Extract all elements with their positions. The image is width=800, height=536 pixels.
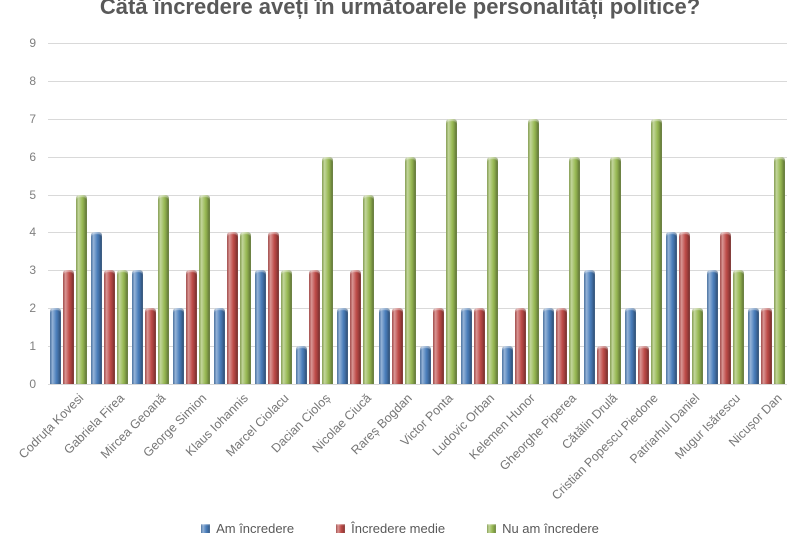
bar-nu-am-încredere-15 bbox=[650, 118, 662, 384]
bar-încredere-medie-14 bbox=[596, 346, 608, 384]
y-axis-tick-6: 6 bbox=[29, 149, 36, 164]
bar-încredere-medie-12 bbox=[514, 308, 526, 384]
legend-item-3: Nu am încredere bbox=[487, 521, 599, 536]
legend-swatch-icon bbox=[336, 524, 346, 533]
chart-title: Câtă încredere aveți în următoarele pers… bbox=[99, 0, 701, 19]
gridline-y6 bbox=[48, 156, 787, 158]
y-axis-tick-4: 4 bbox=[29, 225, 36, 240]
legend-item-1: Am încredere bbox=[201, 521, 294, 536]
legend-item-2: Încredere medie bbox=[336, 521, 445, 536]
bar-încredere-medie-2 bbox=[104, 270, 116, 384]
gridline-y8 bbox=[48, 80, 787, 82]
bar-am-încredere-2 bbox=[91, 232, 103, 384]
bar-nu-am-încredere-18 bbox=[774, 156, 785, 384]
bar-încredere-medie-3 bbox=[145, 308, 157, 384]
y-axis-tick-7: 7 bbox=[29, 111, 36, 126]
bar-am-încredere-18 bbox=[748, 308, 759, 384]
bar-încredere-medie-11 bbox=[473, 308, 485, 384]
gridline-y2 bbox=[48, 308, 787, 310]
bar-nu-am-încredere-13 bbox=[568, 156, 580, 384]
bar-am-încredere-17 bbox=[706, 270, 718, 384]
bar-nu-am-încredere-14 bbox=[609, 156, 621, 384]
gridline-y1 bbox=[48, 346, 787, 348]
bar-nu-am-încredere-5 bbox=[240, 232, 252, 384]
bar-nu-am-încredere-1 bbox=[76, 194, 87, 384]
bar-am-încredere-6 bbox=[255, 270, 267, 384]
gridline-y5 bbox=[48, 194, 787, 196]
bar-încredere-medie-7 bbox=[309, 270, 321, 384]
bar-am-încredere-8 bbox=[337, 308, 349, 384]
legend-swatch-icon bbox=[487, 524, 497, 533]
bar-am-încredere-16 bbox=[665, 232, 677, 384]
legend-swatch-icon bbox=[201, 524, 211, 533]
y-axis-tick-8: 8 bbox=[29, 73, 36, 88]
bar-încredere-medie-17 bbox=[719, 232, 731, 384]
bar-încredere-medie-4 bbox=[186, 270, 198, 384]
gridline-y4 bbox=[48, 232, 787, 234]
y-axis-tick-0: 0 bbox=[29, 377, 36, 391]
y-axis-tick-1: 1 bbox=[29, 339, 36, 354]
bar-am-încredere-3 bbox=[132, 270, 144, 384]
bar-nu-am-încredere-12 bbox=[527, 118, 539, 384]
y-axis-tick-9: 9 bbox=[29, 36, 36, 50]
bar-încredere-medie-10 bbox=[432, 308, 444, 384]
gridline-y7 bbox=[48, 118, 787, 120]
bar-am-încredere-13 bbox=[542, 308, 554, 384]
bar-am-încredere-9 bbox=[378, 308, 390, 384]
y-axis-tick-5: 5 bbox=[29, 187, 36, 202]
bar-am-încredere-12 bbox=[501, 346, 513, 384]
chart-legend: Am încredere Încredere medie Nu am încrede… bbox=[0, 521, 800, 536]
bar-nu-am-încredere-2 bbox=[117, 270, 129, 384]
gridline-y0 bbox=[48, 384, 787, 385]
bar-nu-am-încredere-6 bbox=[281, 270, 293, 384]
bar-încredere-medie-18 bbox=[761, 308, 772, 384]
bar-încredere-medie-15 bbox=[637, 346, 649, 384]
bar-nu-am-încredere-9 bbox=[404, 156, 416, 384]
x-axis-label-13: Gheorghe Piperea bbox=[496, 391, 580, 474]
bar-am-încredere-1 bbox=[50, 308, 61, 384]
bar-nu-am-încredere-7 bbox=[322, 156, 334, 384]
y-axis-tick-2: 2 bbox=[29, 301, 36, 316]
legend-label: Nu am încredere bbox=[502, 521, 599, 536]
bar-încredere-medie-1 bbox=[63, 270, 74, 384]
bar-am-încredere-15 bbox=[624, 308, 636, 384]
y-axis-tick-3: 3 bbox=[29, 263, 36, 278]
gridline-y9 bbox=[48, 43, 787, 44]
bar-am-încredere-4 bbox=[173, 308, 185, 384]
bar-nu-am-încredere-17 bbox=[732, 270, 744, 384]
bar-am-încredere-10 bbox=[419, 346, 431, 384]
legend-label: Încredere medie bbox=[351, 521, 446, 536]
bar-nu-am-încredere-10 bbox=[445, 118, 457, 384]
gridline-y3 bbox=[48, 270, 787, 272]
bar-am-încredere-11 bbox=[460, 308, 472, 384]
bar-încredere-medie-5 bbox=[227, 232, 239, 384]
bar-am-încredere-5 bbox=[214, 308, 226, 384]
bar-încredere-medie-8 bbox=[350, 270, 362, 384]
bar-nu-am-încredere-16 bbox=[691, 308, 703, 384]
bar-încredere-medie-6 bbox=[268, 232, 280, 384]
legend-label: Am încredere bbox=[216, 521, 295, 536]
bar-nu-am-încredere-8 bbox=[363, 194, 375, 384]
bar-încredere-medie-9 bbox=[391, 308, 403, 384]
bar-nu-am-încredere-11 bbox=[486, 156, 498, 384]
bar-am-încredere-14 bbox=[583, 270, 595, 384]
bar-încredere-medie-13 bbox=[555, 308, 567, 384]
bar-am-încredere-7 bbox=[296, 346, 308, 384]
bar-nu-am-încredere-4 bbox=[199, 194, 211, 384]
bar-încredere-medie-16 bbox=[678, 232, 690, 384]
bar-nu-am-încredere-3 bbox=[158, 194, 170, 384]
